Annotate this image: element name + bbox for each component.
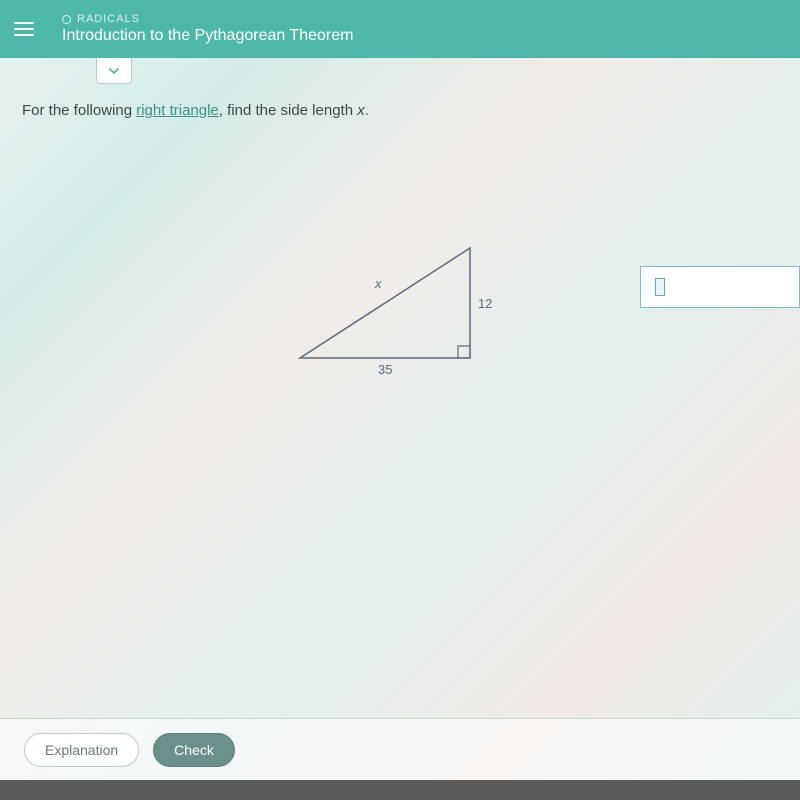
dropdown-notch[interactable] bbox=[96, 58, 132, 84]
prompt-suffix: , find the side length bbox=[219, 102, 357, 119]
breadcrumb-label: RADICALS bbox=[77, 13, 140, 25]
prompt-prefix: For the following bbox=[22, 102, 136, 119]
chevron-down-icon bbox=[108, 65, 120, 77]
app-screen: RADICALS Introduction to the Pythagorean… bbox=[0, 0, 800, 780]
content-area: For the following right triangle, find t… bbox=[0, 58, 800, 780]
breadcrumb: RADICALS bbox=[62, 13, 353, 25]
question-prompt: For the following right triangle, find t… bbox=[22, 102, 369, 119]
header-bar: RADICALS Introduction to the Pythagorean… bbox=[0, 0, 800, 58]
menu-icon[interactable] bbox=[14, 22, 34, 36]
prompt-period: . bbox=[365, 102, 369, 119]
horizontal-leg-label: 35 bbox=[378, 362, 392, 377]
check-label: Check bbox=[174, 742, 214, 758]
explanation-label: Explanation bbox=[45, 742, 118, 758]
prompt-link[interactable]: right triangle bbox=[136, 102, 219, 119]
check-button[interactable]: Check bbox=[153, 733, 235, 767]
prompt-variable: x bbox=[357, 102, 365, 119]
answer-cursor-icon bbox=[655, 278, 665, 296]
vertical-leg-label: 12 bbox=[478, 296, 492, 311]
page-title: Introduction to the Pythagorean Theorem bbox=[62, 27, 353, 45]
footer-bar: Explanation Check bbox=[0, 718, 800, 780]
triangle-figure: x 12 35 bbox=[290, 228, 510, 378]
answer-input[interactable] bbox=[640, 266, 800, 308]
header-text: RADICALS Introduction to the Pythagorean… bbox=[62, 13, 353, 45]
breadcrumb-circle-icon bbox=[62, 15, 71, 24]
explanation-button[interactable]: Explanation bbox=[24, 733, 139, 767]
hypotenuse-label: x bbox=[374, 276, 382, 291]
